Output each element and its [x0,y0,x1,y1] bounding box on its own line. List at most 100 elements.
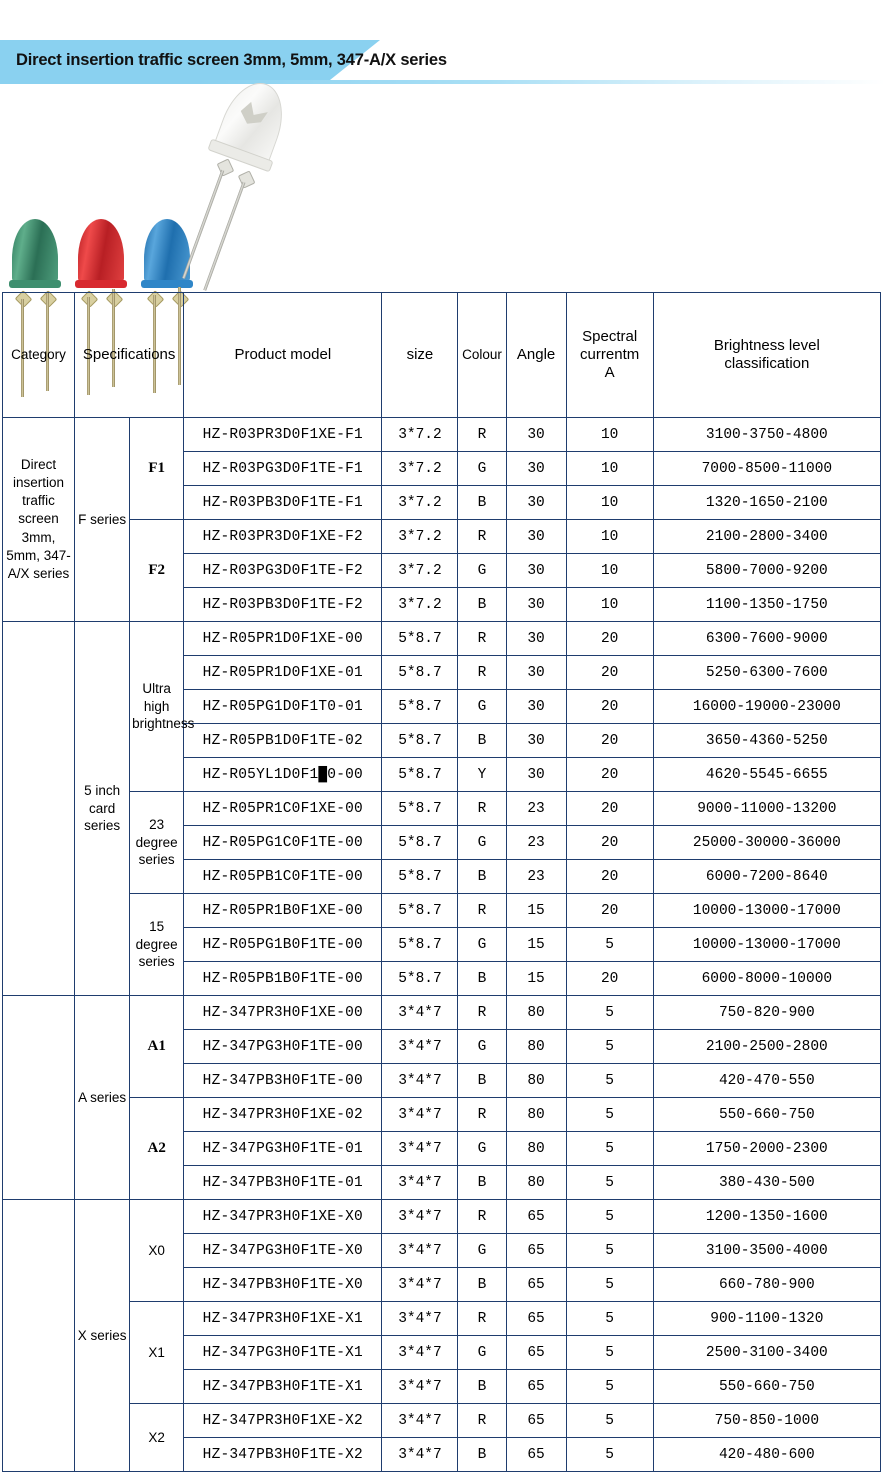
cell-size: 3*4*7 [381,1267,459,1302]
cell-brightness: 2500-3100-3400 [652,1335,882,1370]
led-lead [182,169,225,279]
cell-size: 5*8.7 [381,621,459,656]
cell-size: 3*7.2 [381,553,459,588]
header-row: Category Specifications Product model si… [1,292,882,418]
cell-brightness: 16000-19000-23000 [652,689,882,724]
cell-spectral-current: 10 [565,485,654,520]
cell-colour: G [457,451,507,486]
cell-specification-sub: A2 [129,1097,185,1200]
table-row: HZ-R05PB1D0F1TE-02 5*8.7 B 30 20 3650-4360-52… [3,723,882,758]
cell-colour: R [457,1301,507,1336]
cell-brightness: 3100-3750-4800 [652,417,882,452]
cell-angle: 80 [505,1029,567,1064]
cell-spectral-current: 20 [565,961,654,996]
cell-spectral-current: 20 [565,893,654,928]
header-colour: Colour [457,292,507,418]
cell-colour: B [457,1437,507,1472]
cell-colour: B [457,961,507,996]
cell-colour: R [457,417,507,452]
cell-product-model: HZ-347PB3H0F1TE-X2 [183,1437,383,1472]
cell-size: 3*4*7 [381,1437,459,1472]
cell-angle: 23 [505,825,567,860]
cell-spectral-current: 10 [565,553,654,588]
cell-brightness: 750-850-1000 [652,1403,882,1438]
cell-size: 3*4*7 [381,995,459,1030]
cell-product-model: HZ-R03PB3D0F1TE-F2 [183,587,383,622]
cell-colour: G [457,927,507,962]
cell-colour: B [457,1267,507,1302]
cell-product-model: HZ-R03PG3D0F1TE-F2 [183,553,383,588]
cell-angle: 30 [505,757,567,792]
cell-spectral-current: 5 [565,927,654,962]
cell-product-model: HZ-R05PG1B0F1TE-00 [183,927,383,962]
cell-brightness: 25000-30000-36000 [652,825,882,860]
cell-size: 5*8.7 [381,893,459,928]
cell-spectral-current: 5 [565,1369,654,1404]
cell-brightness: 380-430-500 [652,1165,882,1200]
cell-angle: 30 [505,689,567,724]
table-row: 23 degree series HZ-R05PR1C0F1XE-00 5*8.7 R… [3,791,882,894]
cell-specification-sub: X2 [129,1403,185,1472]
cell-angle: 80 [505,1131,567,1166]
cell-specification-sub: F1 [129,417,185,520]
header-size: size [381,292,459,418]
table-row: HZ-R03PG3D0F1TE-F2 3*7.2 G 30 10 5800-7000-92… [3,553,882,588]
table-row: 15 degree series HZ-R05PR1B0F1XE-00 5*8.7 R… [3,893,882,996]
cell-colour: R [457,893,507,928]
green-led-3mm [9,219,61,397]
cell-angle: 30 [505,655,567,690]
cell-size: 3*4*7 [381,1165,459,1200]
cell-spectral-current: 20 [565,791,654,826]
cell-colour: B [457,587,507,622]
cell-colour: B [457,859,507,894]
cell-size: 5*8.7 [381,757,459,792]
cell-angle: 65 [505,1369,567,1404]
cell-spectral-current: 10 [565,587,654,622]
cell-colour: R [457,1199,507,1234]
cell-colour: B [457,1165,507,1200]
cell-product-model: HZ-347PR3H0F1XE-00 [183,995,383,1030]
cell-spectral-current: 5 [565,1301,654,1336]
cell-spectral-current: 10 [565,417,654,452]
cell-colour: R [457,1403,507,1438]
cell-category: Direct insertion traffic screen 3mm, 5mm… [1,417,76,622]
table-row: HZ-347PB3H0F1TE-01 3*4*7 B 80 5 380-430-500 [3,1165,882,1200]
cell-colour: R [457,519,507,554]
cell-spectral-current: 20 [565,859,654,894]
cell-colour: Y [457,757,507,792]
led-dome [12,219,58,283]
cell-colour: R [457,621,507,656]
banner-background [0,40,330,80]
cell-spectral-current: 5 [565,1097,654,1132]
cell-size: 3*4*7 [381,1369,459,1404]
cell-brightness: 5250-6300-7600 [652,655,882,690]
cell-product-model: HZ-347PG3H0F1TE-01 [183,1131,383,1166]
cell-colour: R [457,1097,507,1132]
cell-colour: G [457,1131,507,1166]
cell-size: 3*7.2 [381,417,459,452]
cell-colour: B [457,1369,507,1404]
table-row: F2 HZ-R03PR3D0F1XE-F2 3*7.2 R 30 10 2100-2800-… [3,519,882,622]
cell-size: 3*7.2 [381,485,459,520]
cell-colour: G [457,689,507,724]
cell-colour: R [457,655,507,690]
cell-size: 3*7.2 [381,587,459,622]
led-flange [141,280,193,288]
cell-specification-series: F series [74,417,131,622]
cell-product-model: HZ-347PG3H0F1TE-00 [183,1029,383,1064]
cell-spectral-current: 20 [565,621,654,656]
cell-angle: 30 [505,451,567,486]
cell-product-model: HZ-R05PR1B0F1XE-00 [183,893,383,928]
cell-specification-series: X series [74,1199,131,1472]
cell-product-model: HZ-347PB3H0F1TE-01 [183,1165,383,1200]
cell-specification-sub: F2 [129,519,185,622]
cell-angle: 80 [505,995,567,1030]
cell-brightness: 1750-2000-2300 [652,1131,882,1166]
cell-angle: 80 [505,1063,567,1098]
cell-angle: 30 [505,417,567,452]
cell-colour: R [457,791,507,826]
cell-angle: 80 [505,1165,567,1200]
cell-brightness: 420-480-600 [652,1437,882,1472]
cell-spectral-current: 5 [565,1029,654,1064]
cell-spectral-current: 5 [565,1063,654,1098]
